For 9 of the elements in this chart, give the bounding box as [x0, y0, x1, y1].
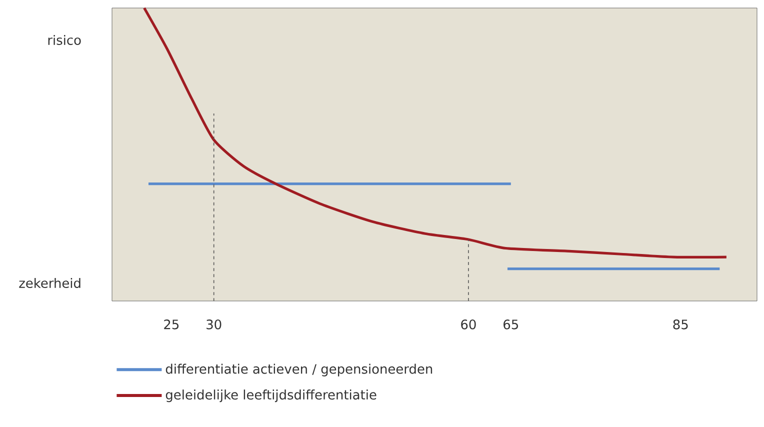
x-tick-label: 65 — [504, 320, 518, 330]
legend-label: differentiatie actieven / gepensioneerden — [166, 364, 432, 376]
x-tick-label: 25 — [164, 320, 179, 330]
x-tick-label: 30 — [206, 320, 222, 330]
x-tick-label: 85 — [673, 320, 688, 330]
x-tick-label: 60 — [461, 320, 476, 330]
text: zekerheid — [19, 278, 80, 288]
text: risico — [48, 34, 81, 46]
legend-label: geleidelijke leeftijdsdifferentiatie — [166, 390, 376, 402]
